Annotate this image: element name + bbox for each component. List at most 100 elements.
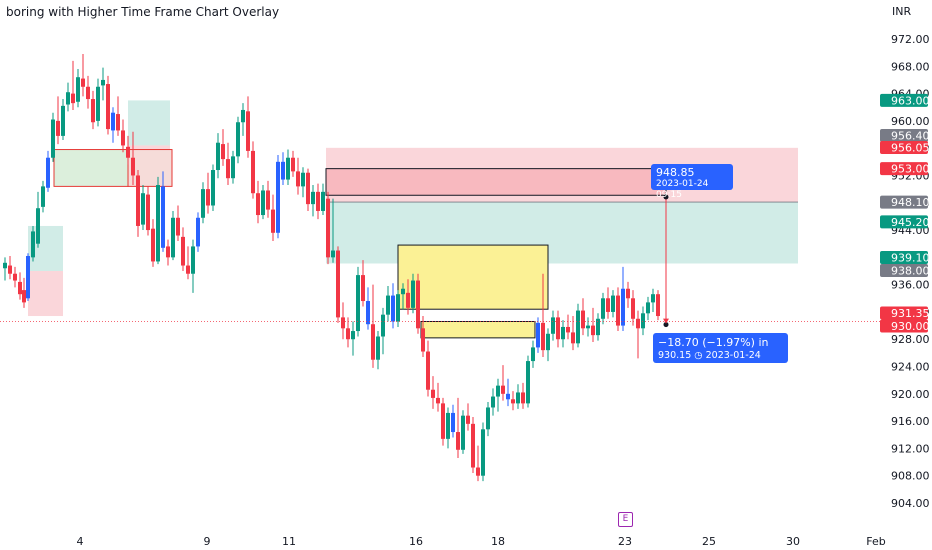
y-tick-label: 928.00 [891, 333, 930, 346]
candle-body [316, 191, 320, 211]
candle-body [61, 105, 65, 136]
price-label-box [880, 129, 928, 142]
candle-body [3, 262, 7, 269]
earnings-event-badge[interactable]: E [618, 512, 633, 527]
candle-body [286, 157, 290, 180]
candle-body [306, 172, 310, 205]
candle-body [176, 217, 180, 236]
candle-body [281, 161, 285, 180]
candle-body [416, 280, 420, 329]
price-label-text: 953.00 [891, 163, 930, 176]
candle-body [151, 228, 155, 262]
y-tick-label: 924.00 [891, 361, 930, 374]
price-label-text: 930.00 [891, 320, 930, 333]
price-label-box [880, 162, 928, 176]
measure-start-callout: 948.85 2023-01-24 09:15 [651, 164, 733, 200]
candle-body [231, 156, 235, 179]
currency-label[interactable]: INR [892, 5, 912, 18]
zones-layer [28, 100, 798, 339]
candle-body [201, 189, 205, 218]
candle-body [291, 157, 295, 172]
zone-htf-green [128, 100, 170, 146]
candle-body [631, 298, 635, 319]
candle-body [191, 246, 195, 274]
x-tick-label: 11 [282, 535, 296, 548]
candle-body [471, 423, 475, 468]
candle-body [166, 246, 170, 258]
candle-body [13, 273, 17, 281]
candle-body [506, 393, 510, 400]
price-label-box [880, 93, 928, 107]
candle-body [241, 109, 245, 123]
y-tick-label: 912.00 [891, 442, 930, 455]
candle-body [556, 317, 560, 340]
candle-body [336, 250, 340, 318]
candle-body [376, 336, 380, 360]
candle-body [31, 231, 35, 258]
candle-body [171, 217, 175, 258]
measure-start-price: 948.85 [656, 166, 695, 179]
candle-body [446, 412, 450, 439]
chart-title: boring with Higher Time Frame Chart Over… [6, 5, 280, 19]
zone-yellow-big [397, 244, 549, 310]
y-tick-label: 972.00 [891, 33, 930, 46]
candle-body [86, 86, 90, 100]
candle-body [121, 130, 125, 146]
candle-body [51, 119, 55, 158]
candle-body [126, 146, 130, 158]
candle-body [581, 310, 585, 329]
price-label-box [880, 141, 928, 154]
candle-body [271, 209, 275, 233]
candle-body [106, 84, 110, 130]
candle-body [96, 86, 100, 121]
candle-body [591, 325, 595, 336]
zone-red-outline [325, 168, 667, 196]
candle-body [621, 288, 625, 326]
candle-body [196, 217, 200, 247]
candle-body [216, 142, 220, 171]
x-tick-label: 9 [204, 535, 211, 548]
price-label-text: 956.05 [891, 142, 930, 155]
candle-body [146, 194, 150, 231]
candle-body [411, 280, 415, 308]
candle-body [436, 397, 440, 404]
candle-body [606, 298, 610, 312]
x-tick-label: 18 [491, 535, 505, 548]
candle-body [636, 318, 640, 329]
price-label-text: 948.10 [891, 196, 930, 209]
price-label-text: 931.35 [891, 307, 930, 320]
candle-body [646, 302, 650, 314]
y-tick-label: 908.00 [891, 470, 930, 483]
y-tick-label: 916.00 [891, 415, 930, 428]
measure-start-point [663, 194, 669, 200]
candle-body [551, 317, 555, 334]
x-tick-label: 16 [409, 535, 423, 548]
candle-body [246, 111, 250, 151]
candle-body [421, 328, 425, 352]
price-label-text: 939.10 [891, 252, 930, 265]
candle-body [481, 429, 485, 476]
candle-body [301, 172, 305, 187]
candle-body [426, 351, 430, 390]
candle-body [141, 193, 145, 225]
y-tick-label: 968.00 [891, 60, 930, 73]
candle-body [91, 99, 95, 123]
candle-body [561, 326, 565, 340]
candle-body [356, 275, 360, 332]
candle-body [451, 412, 455, 433]
measure-start-time: 2023-01-24 09:15 [656, 179, 709, 200]
y-tick-label: 920.00 [891, 388, 930, 401]
candle-body [296, 171, 300, 187]
candle-body [161, 186, 165, 248]
candle-body [511, 399, 515, 404]
price-label-text: 938.00 [891, 265, 930, 278]
zone-mid-box-green [53, 149, 129, 187]
candle-body [41, 186, 45, 207]
candle-body [431, 389, 435, 398]
candle-body [221, 144, 225, 160]
candle-body [261, 190, 265, 216]
candle-body [326, 198, 330, 258]
candle-body [456, 432, 460, 450]
price-label-text: 963.00 [891, 94, 930, 107]
